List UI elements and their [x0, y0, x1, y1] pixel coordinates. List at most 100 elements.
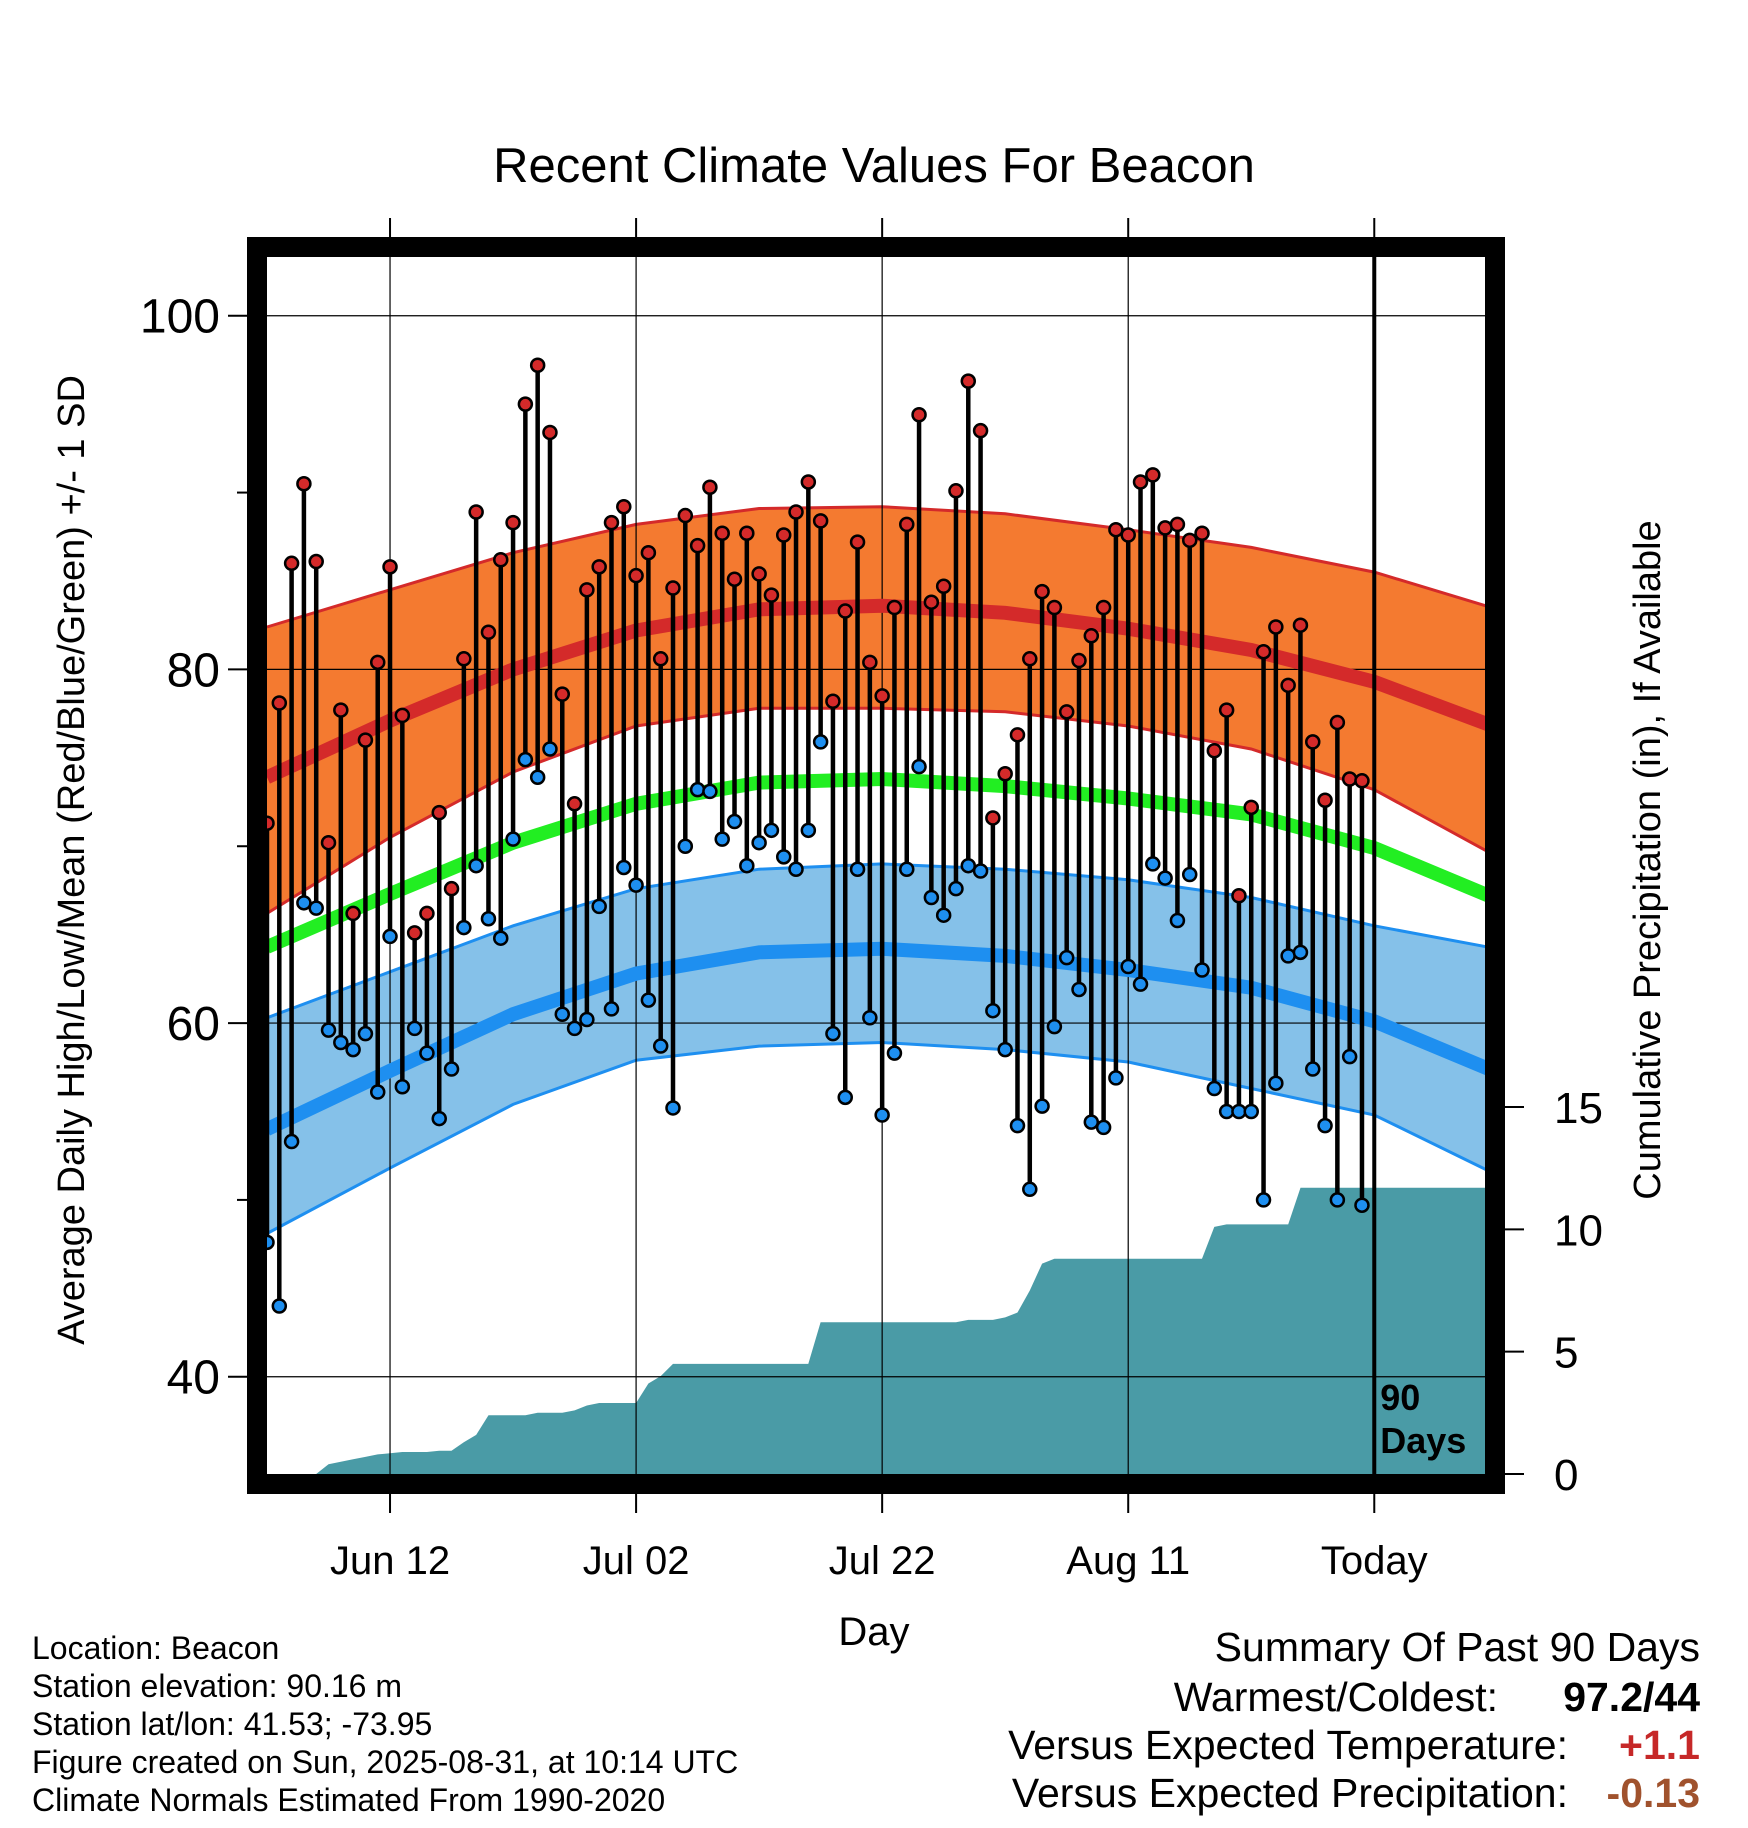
daily-low-dot — [899, 861, 915, 877]
x-axis-label: Day — [838, 1610, 910, 1654]
daily-low-dot — [1046, 1018, 1063, 1035]
axes: 40 60 80 100 Jun 12 Jul 02 Jul 22 Aug 11 Today 0 5… — [51, 218, 1669, 1583]
precip-value: -0.13 — [1606, 1770, 1700, 1816]
daily-high-dot — [591, 559, 607, 575]
daily-low-dot — [886, 1045, 903, 1061]
daily-high-dot — [566, 796, 583, 812]
days-count-label: 90 — [1380, 1377, 1420, 1418]
daily-low-dot — [1268, 1075, 1284, 1091]
daily-low-dot — [505, 831, 521, 847]
daily-low-dot — [529, 769, 546, 786]
warm-cold-value: 97.2/44 — [1563, 1674, 1700, 1720]
daily-high-dot — [1292, 617, 1309, 633]
daily-low-dot — [677, 838, 694, 854]
daily-high-dot — [652, 651, 669, 667]
daily-low-dot — [1280, 948, 1296, 964]
daily-low-dot — [1157, 870, 1173, 886]
daily-high-dot — [1034, 583, 1050, 600]
daily-high-dot — [1243, 799, 1259, 816]
daily-high-dot — [1046, 599, 1063, 616]
daily-low-dot — [665, 1100, 681, 1116]
daily-high-dot — [874, 688, 890, 704]
daily-high-dot — [1157, 520, 1173, 536]
daily-high-dot — [1231, 888, 1247, 904]
daily-low-dot — [394, 1078, 411, 1095]
daily-low-dot — [714, 831, 730, 847]
daily-high-dot — [825, 693, 841, 709]
daily-high-dot — [763, 587, 780, 603]
daily-high-dot — [1022, 651, 1038, 667]
elevation-text: Station elevation: 90.16 m — [32, 1668, 403, 1704]
daily-high-dot — [997, 765, 1013, 782]
location-text: Location: Beacon — [32, 1630, 280, 1666]
daily-high-dot — [1009, 727, 1026, 743]
daily-low-dot — [480, 910, 497, 927]
daily-low-dot — [1341, 1048, 1358, 1065]
x-tick-label: Jul 22 — [829, 1539, 936, 1583]
daily-low-dot — [468, 857, 484, 874]
daily-high-dot — [296, 475, 312, 492]
warm-cold-label: Warmest/Coldest: — [1173, 1674, 1498, 1720]
daily-low-dot — [271, 1298, 288, 1314]
x-tick-label: Aug 11 — [1066, 1539, 1190, 1583]
daily-high-dot — [702, 479, 718, 496]
y2-tick-label: 5 — [1554, 1329, 1578, 1378]
daily-low-dot — [1022, 1181, 1038, 1198]
daily-high-dot — [1145, 467, 1161, 483]
daily-high-dot — [812, 513, 829, 529]
daily-low-dot — [357, 1025, 374, 1042]
daily-low-dot — [702, 783, 718, 800]
daily-high-dot — [480, 624, 497, 641]
daily-low-dot — [763, 822, 780, 839]
daily-high-dot — [554, 686, 571, 702]
daily-low-dot — [1317, 1117, 1333, 1134]
daily-low-dot — [283, 1133, 300, 1150]
daily-high-dot — [751, 566, 767, 582]
daily-low-dot — [1218, 1103, 1235, 1120]
daily-low-dot — [333, 1034, 349, 1051]
daily-low-dot — [616, 859, 632, 876]
temp-value: +1.1 — [1619, 1722, 1700, 1768]
created-text: Figure created on Sun, 2025-08-31, at 10… — [32, 1744, 739, 1780]
daily-high-dot — [616, 498, 632, 515]
daily-low-dot — [1181, 866, 1198, 883]
daily-high-dot — [800, 474, 817, 490]
daily-low-dot — [1255, 1192, 1272, 1208]
x-tick-label: Jun 12 — [330, 1539, 450, 1583]
y2-tick-label: 10 — [1554, 1206, 1603, 1255]
daily-high-dot — [394, 707, 411, 724]
daily-high-dot — [517, 396, 534, 412]
daily-high-dot — [1095, 599, 1112, 616]
daily-high-dot — [1108, 521, 1124, 538]
latlon-text: Station lat/lon: 41.53; -73.95 — [32, 1706, 433, 1742]
daily-low-dot — [1120, 958, 1136, 975]
x-tick-label: Today — [1321, 1539, 1428, 1583]
daily-high-dot — [972, 422, 989, 439]
daily-low-dot — [948, 880, 964, 897]
normals-text: Climate Normals Estimated From 1990-2020 — [32, 1782, 666, 1818]
daily-high-dot — [935, 578, 952, 595]
daily-low-dot — [382, 928, 398, 945]
daily-dots — [259, 357, 1370, 1314]
daily-low-dot — [1354, 1197, 1370, 1213]
daily-stems — [264, 365, 1365, 1307]
x-tick-label: Jul 02 — [583, 1539, 690, 1583]
daily-high-dot — [1268, 619, 1284, 635]
daily-high-dot — [886, 599, 903, 616]
daily-low-dot — [726, 813, 743, 830]
daily-low-dot — [345, 1041, 361, 1058]
daily-low-dot — [517, 751, 534, 768]
daily-high-dot — [640, 544, 657, 561]
daily-high-dot — [1280, 677, 1296, 694]
y2-tick-label: 15 — [1554, 1084, 1603, 1133]
daily-low-dot — [1095, 1119, 1112, 1136]
daily-low-dot — [800, 822, 817, 839]
daily-high-dot — [689, 537, 706, 554]
daily-high-dot — [468, 504, 484, 520]
daily-high-dot — [677, 507, 694, 524]
daily-low-dot — [1243, 1103, 1259, 1120]
daily-high-dot — [837, 603, 853, 619]
daily-low-dot — [788, 861, 804, 877]
daily-high-dot — [1169, 516, 1186, 533]
